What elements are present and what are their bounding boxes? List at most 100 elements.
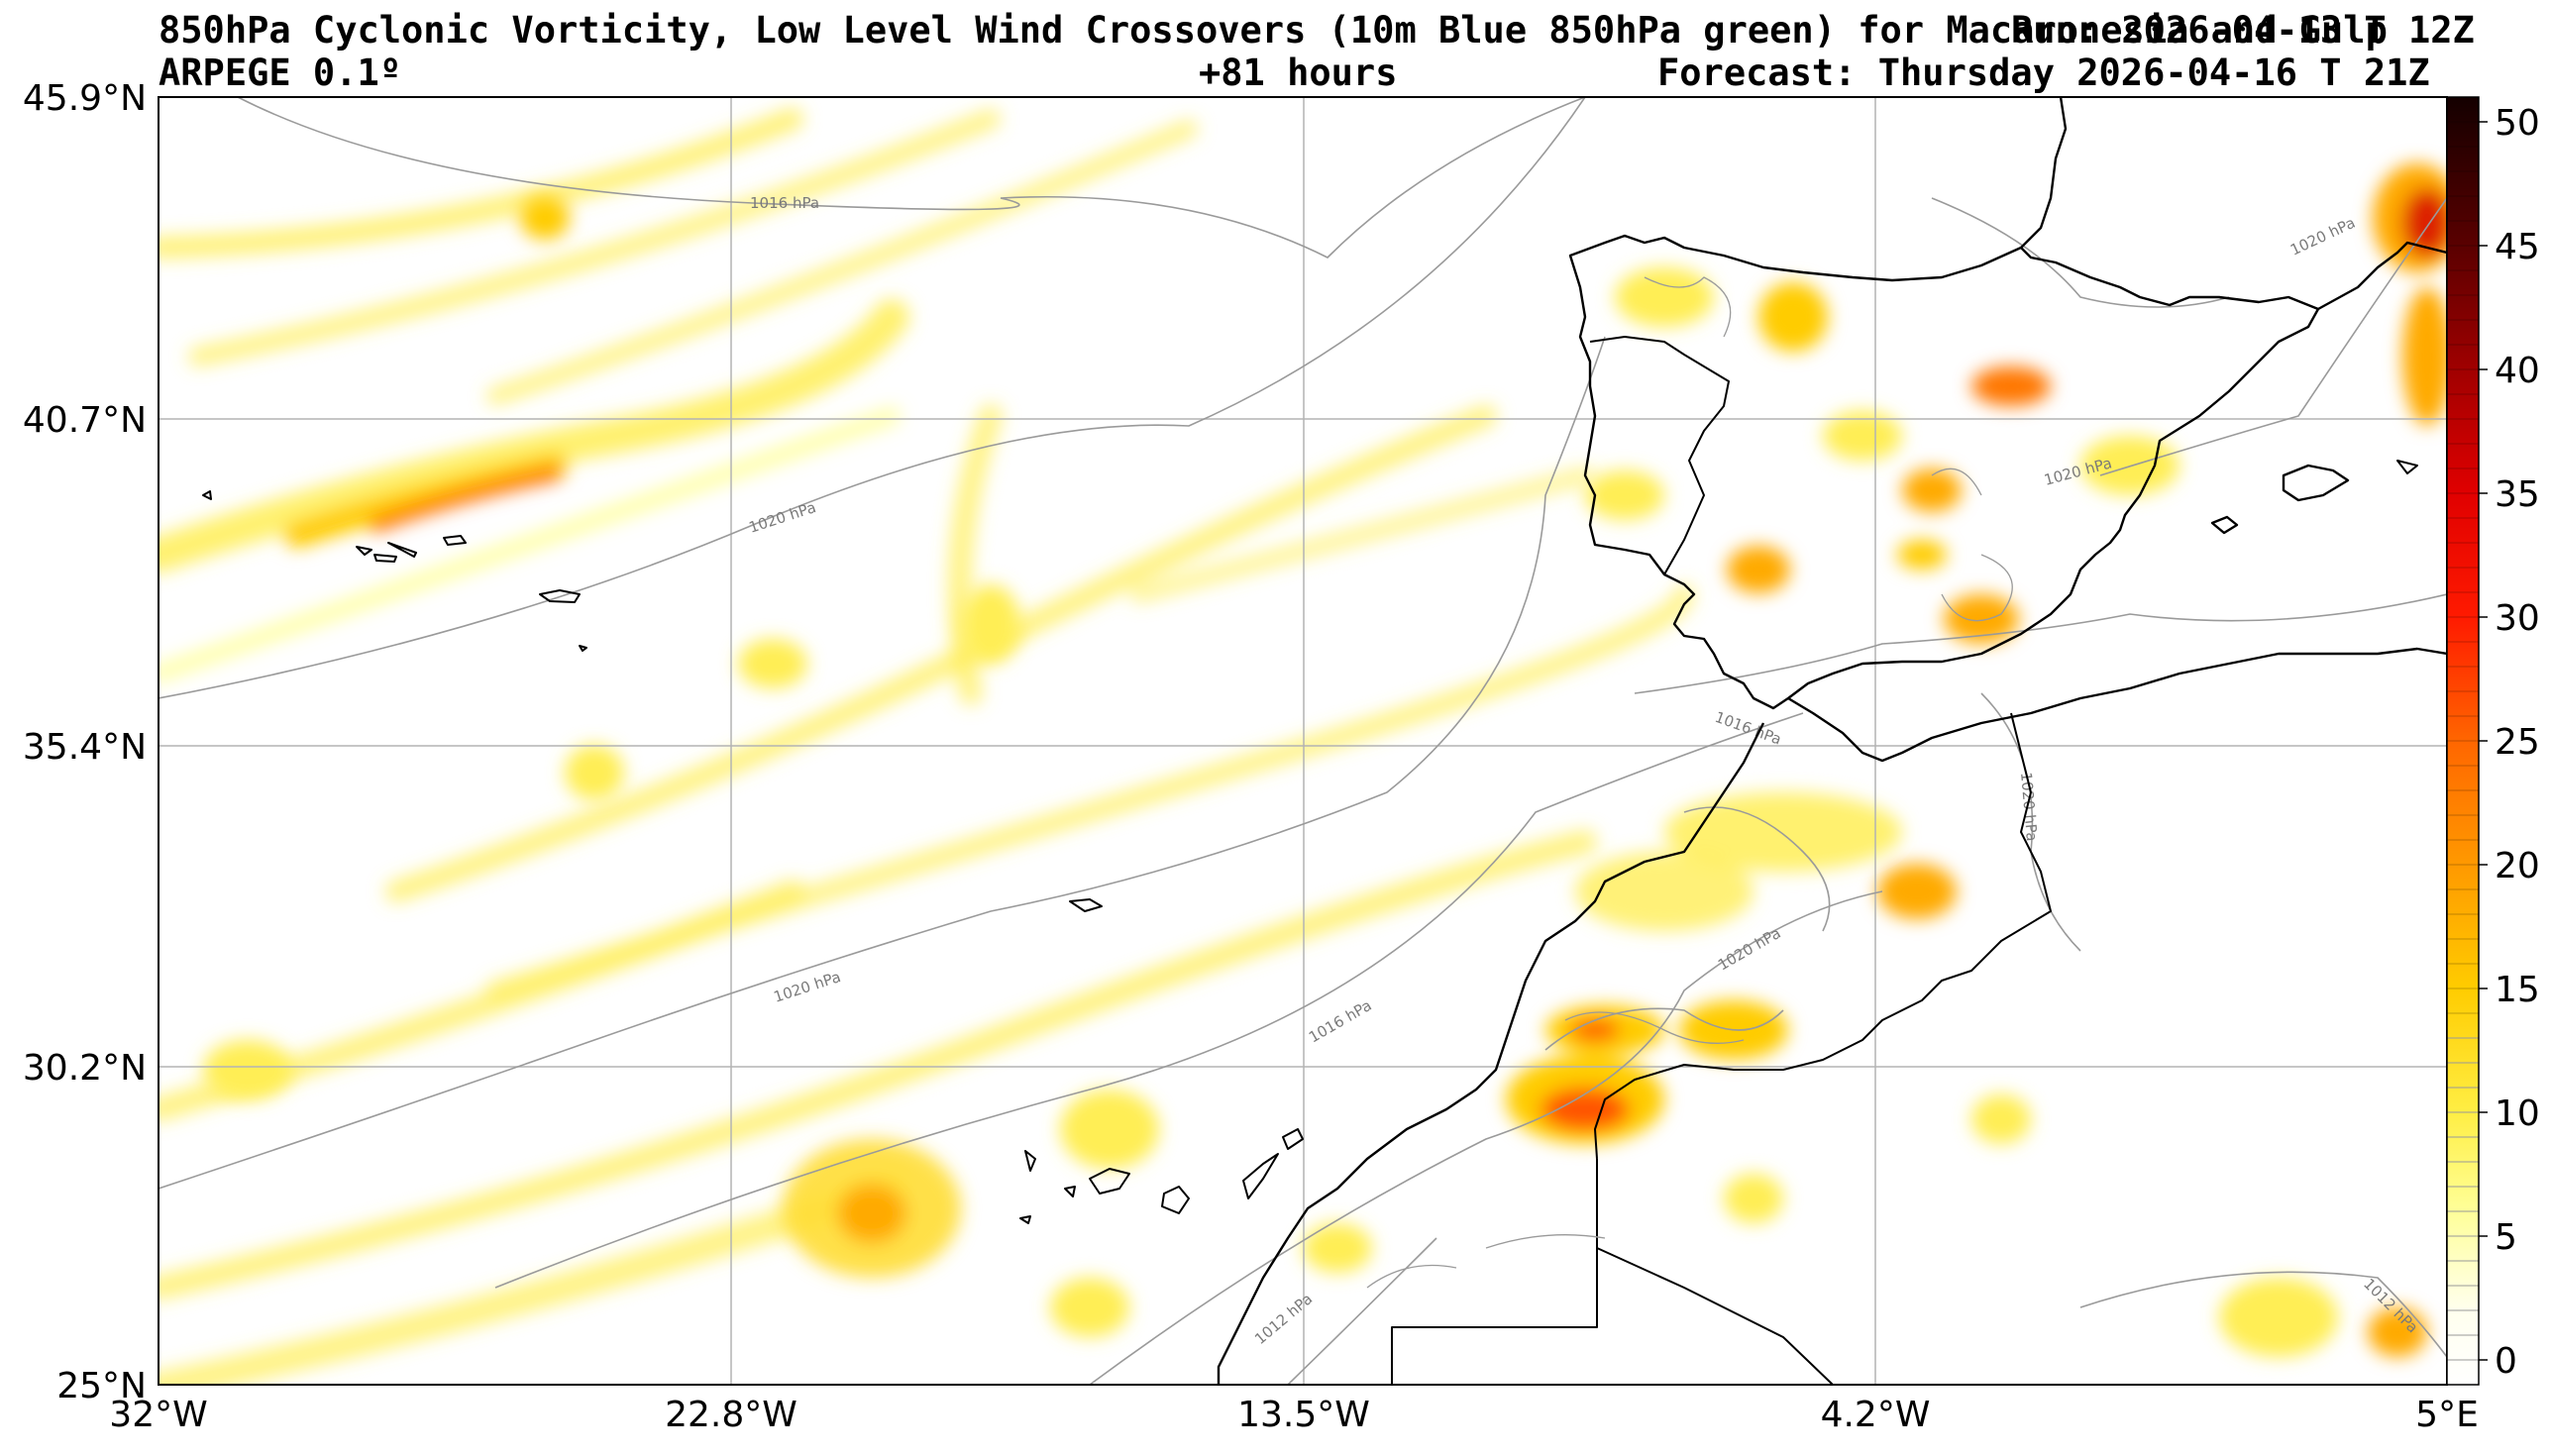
lat-tick-label: 30.2°N — [23, 1048, 147, 1089]
terrain-contour — [1931, 468, 1982, 496]
balearic-island — [2396, 460, 2418, 474]
isobars — [159, 97, 2447, 1385]
lon-tick-label: 5°E — [2415, 1395, 2479, 1435]
country-border — [1391, 1159, 1598, 1385]
vorticity-patch — [1971, 366, 2051, 406]
vorticity-patch — [2402, 188, 2447, 258]
isobar-line — [159, 336, 1606, 1190]
colorbar-tick-label: 15 — [2495, 970, 2540, 1010]
isobar-line — [1089, 890, 1883, 1385]
madeira-island — [1069, 898, 1103, 912]
latitude-axis: 45.9°N 40.7°N 35.4°N 30.2°N 25°N — [23, 78, 147, 1406]
vorticity-streak — [188, 109, 1001, 366]
vorticity-streak — [159, 830, 1597, 1300]
longitude-axis: 32°W 22.8°W 13.5°W 4.2°W 5°E — [109, 1395, 2479, 1435]
graticule — [159, 97, 2447, 1385]
colorbar-level-lines — [2447, 121, 2479, 1361]
azores-island — [356, 546, 372, 556]
isobar-line — [159, 97, 1586, 699]
north-africa-coastline — [1787, 647, 2447, 763]
vorticity-patch — [1585, 470, 1664, 520]
vorticity-patch — [2368, 1307, 2427, 1357]
model-label: ARPEGE 0.1º — [159, 52, 401, 94]
country-border — [1594, 712, 2052, 1160]
terrain-contour — [1564, 1011, 1745, 1044]
vorticity-streak — [159, 299, 909, 572]
vorticity-streak — [284, 453, 568, 548]
vorticity-patch — [961, 584, 1020, 664]
lat-tick-label: 40.7°N — [23, 400, 147, 441]
vorticity-patches — [203, 163, 2447, 1357]
azores-island — [443, 535, 467, 546]
vorticity-patch — [2219, 1278, 2338, 1357]
colorbar-gradient — [2447, 97, 2479, 1385]
terrain-contour — [1485, 1234, 1606, 1249]
vorticity-streak — [159, 1174, 906, 1385]
azores-island — [373, 554, 397, 563]
vorticity-patch — [1060, 1090, 1159, 1169]
vorticity-patch — [1727, 546, 1790, 593]
vorticity-patch — [1303, 1223, 1372, 1273]
morocco-coastline — [1217, 722, 1765, 1385]
country-border — [1596, 1247, 1834, 1385]
vorticity-patch — [1050, 1278, 1129, 1337]
vorticity-streak — [947, 404, 1003, 705]
vorticity-patch — [1575, 852, 1754, 931]
isobar-line — [1683, 806, 1831, 932]
colorbar-tick-label: 5 — [2495, 1217, 2517, 1258]
run-label: Run: 2026-04-13 T 12Z — [2011, 9, 2475, 52]
vorticity-patch — [1570, 1018, 1620, 1042]
vorticity-streak — [159, 108, 803, 259]
vorticity-patch — [1944, 594, 2019, 644]
coastlines — [202, 97, 2447, 1385]
lon-tick-label: 32°W — [109, 1395, 207, 1435]
vorticity-patch — [1758, 282, 1828, 352]
colorbar-tick-label: 40 — [2495, 351, 2540, 391]
country-border — [1589, 336, 1730, 575]
iberia-coastline — [1568, 234, 2320, 710]
gulf-of-lion-coastline — [2317, 241, 2447, 311]
france-coastline — [2020, 97, 2068, 249]
vorticity-patch — [1971, 1094, 2031, 1144]
terrain-contour — [1644, 276, 1732, 338]
azores-island — [579, 645, 587, 652]
vorticity-patch — [1902, 468, 1962, 512]
vorticity-patch — [1823, 411, 1902, 461]
azores-island — [539, 589, 581, 603]
map-area: 1016 hPa 1020 hPa 1020 hPa 1016 hPa 1020… — [159, 97, 2447, 1385]
isobar-line — [237, 97, 1586, 259]
lon-tick-label: 4.2°W — [1821, 1395, 1931, 1435]
vorticity-patch — [2402, 287, 2447, 426]
isobar-line — [1544, 1007, 1784, 1051]
canary-island — [1282, 1128, 1304, 1150]
canary-island — [1064, 1186, 1076, 1197]
canary-island — [1242, 1153, 1279, 1199]
canary-island — [1019, 1215, 1031, 1224]
isobar-line — [2079, 1271, 2447, 1358]
vorticity-streak — [159, 407, 901, 682]
vorticity-patch — [837, 1184, 906, 1243]
canary-island — [1024, 1150, 1036, 1172]
isobar-line — [494, 712, 1804, 1289]
colorbar-tick-label: 30 — [2495, 598, 2540, 639]
vorticity-streak — [1130, 467, 1594, 603]
colorbar-tick-label: 45 — [2495, 227, 2540, 267]
colorbar-tick-label: 35 — [2495, 474, 2540, 515]
terrain-contours — [1366, 276, 2013, 1289]
vorticity-patch — [203, 1040, 292, 1099]
vorticity-patch — [1724, 1174, 1783, 1223]
colorbar-tick-label: 25 — [2495, 722, 2540, 763]
lead-time-label: +81 hours — [1199, 52, 1397, 94]
isobar-line — [1287, 1237, 1437, 1385]
forecast-valid-label: Forecast: Thursday 2026-04-16 T 21Z — [1657, 52, 2430, 94]
vorticity-streak — [370, 467, 562, 532]
isobar-line — [1980, 692, 2081, 952]
isobar-line — [1931, 197, 2230, 308]
lat-tick-label: 35.4°N — [23, 727, 147, 768]
canary-island — [1089, 1168, 1130, 1195]
vorticity-patch — [565, 745, 624, 800]
vorticity-streak — [486, 120, 1198, 405]
